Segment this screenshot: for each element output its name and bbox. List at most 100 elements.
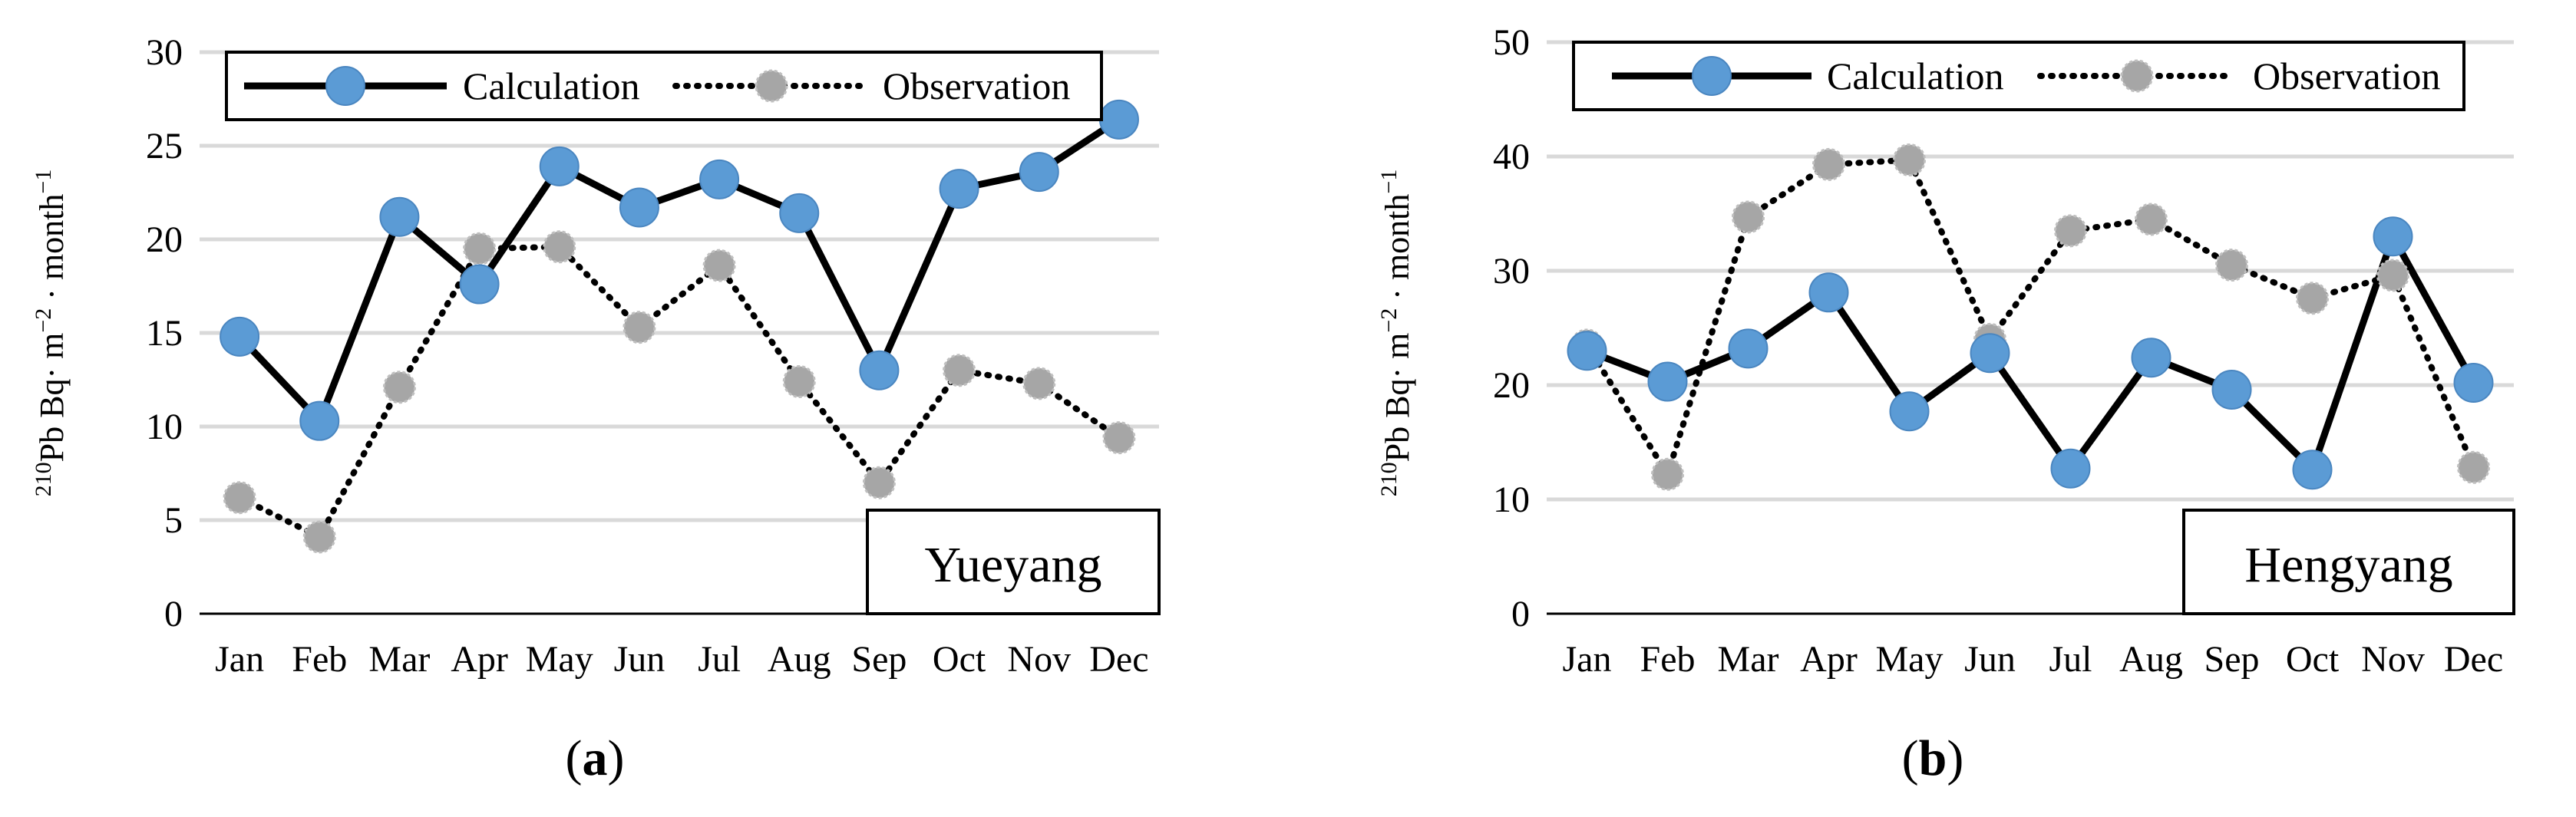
observation-point [1812, 147, 1845, 181]
observation-point [463, 232, 497, 265]
x-tick-label: Aug [2119, 639, 2183, 680]
observation-point [702, 249, 736, 282]
observation-point [1102, 421, 1136, 455]
calculation-point [2292, 450, 2333, 490]
legend: Calculation Observation [225, 51, 1103, 121]
legend-calculation-marker [325, 66, 365, 106]
calculation-point [459, 264, 500, 305]
location-box: Yueyang [866, 509, 1161, 615]
y-tick-label: 40 [1493, 137, 1530, 177]
chart-panel-b: 0 10 20 30 40 50 Jan Feb Mar Apr May Jun Jul Aug Sep Oc… [1376, 22, 2515, 786]
y-tick-label: 30 [1493, 251, 1530, 292]
location-box: Hengyang [2182, 509, 2515, 615]
observation-point [1022, 367, 1056, 400]
observation-point [382, 371, 416, 404]
x-tick-label: May [1876, 639, 1944, 680]
y-tick-label: 10 [146, 407, 183, 447]
y-label-exp2: −1 [31, 170, 56, 194]
y-label-main: Pb Bq· m [33, 333, 71, 463]
x-tick-label: Dec [2444, 639, 2503, 680]
calculation-point [1889, 391, 1930, 432]
x-tick-label: Jun [1964, 639, 2016, 680]
legend: Calculation Observation [1572, 41, 2465, 111]
panel-label-close: ) [608, 730, 625, 786]
observation-point [302, 520, 336, 554]
y-tick-label: 0 [164, 594, 183, 634]
calculation-point [1647, 361, 1688, 402]
location-box-frame [866, 509, 1161, 615]
y-tick-label: 15 [146, 313, 183, 354]
calculation-point [699, 159, 740, 199]
x-tick-label: Jul [2049, 639, 2092, 680]
x-tick-label: Sep [851, 639, 907, 680]
legend-frame [1572, 41, 2465, 111]
x-tick-label: Feb [292, 639, 347, 680]
x-tick-label: Nov [1007, 639, 1071, 680]
x-tick-label: Nov [2361, 639, 2425, 680]
x-tick-label: Aug [768, 639, 831, 680]
y-label-main: Pb Bq· m [1379, 333, 1416, 463]
y-label-exp2: −1 [1376, 170, 1402, 194]
panel-label-letter: a [583, 730, 608, 786]
observation-point [943, 354, 976, 387]
y-tick-label: 50 [1493, 22, 1530, 63]
calculation-point [1098, 99, 1139, 140]
legend-observation-label: Observation [883, 64, 1070, 107]
legend-observation-marker [2120, 59, 2154, 93]
calculation-point [2131, 338, 2171, 378]
y-label-exp1: −2 [31, 308, 56, 333]
y-label-exp1: −2 [1376, 308, 1402, 333]
x-tick-label: Sep [2204, 639, 2260, 680]
calculation-point [1808, 272, 1849, 313]
calculation-point [1567, 331, 1607, 371]
x-tick-label: Jul [698, 639, 741, 680]
y-label-sup: 210 [31, 462, 56, 496]
legend-calculation-marker [1692, 56, 1732, 96]
series-line-observation [1584, 156, 2477, 482]
y-tick-label: 25 [146, 126, 183, 166]
legend-observation-label: Observation [2253, 54, 2440, 97]
x-tick-label: Mar [1718, 639, 1779, 680]
y-tick-label: 20 [1493, 365, 1530, 406]
x-tick-label: Apr [451, 639, 508, 680]
legend-observation-marker [755, 69, 788, 103]
panel-label-letter: b [1919, 730, 1947, 786]
y-axis-label: 210Pb Bq· m−2 · month−1 [31, 170, 71, 497]
observation-point [1732, 200, 1765, 234]
observation-point [623, 311, 656, 344]
location-label: Hengyang [2244, 537, 2452, 593]
calculation-point [220, 316, 260, 357]
observation-point [1651, 457, 1684, 491]
x-tick-label: May [526, 639, 593, 680]
observation-point [2215, 249, 2248, 282]
legend-calculation-label: Calculation [1827, 54, 2004, 97]
y-tick-label: 20 [146, 219, 183, 260]
calculation-point [1019, 152, 1059, 193]
y-tick-label: 5 [164, 500, 183, 541]
x-tick-label: Jun [614, 639, 665, 680]
calculation-point [2373, 216, 2413, 257]
x-tick-label: Jan [215, 639, 264, 680]
observation-point [862, 466, 896, 499]
calculation-point [779, 193, 820, 233]
x-tick-label: Jan [1563, 639, 1612, 680]
observation-point [1893, 143, 1926, 176]
x-tick-label: Apr [1800, 639, 1858, 680]
calculation-point [2211, 369, 2252, 410]
y-label-sup: 210 [1376, 462, 1402, 496]
calculation-point [619, 187, 659, 228]
calculation-point [939, 169, 979, 209]
observation-point [223, 481, 256, 515]
panel-label-open: ( [1902, 730, 1919, 786]
x-tick-label: Mar [368, 639, 430, 680]
calculation-point [299, 400, 340, 441]
calculation-point [379, 196, 420, 237]
panel-label-close: ) [1947, 730, 1963, 786]
observation-point [2054, 214, 2087, 248]
panel-label: (a) [566, 730, 625, 786]
y-axis-label: 210Pb Bq· m−2 · month−1 [1376, 170, 1416, 497]
observation-point [543, 230, 576, 264]
calculation-point [1970, 333, 2010, 374]
location-box-frame [2182, 509, 2515, 615]
